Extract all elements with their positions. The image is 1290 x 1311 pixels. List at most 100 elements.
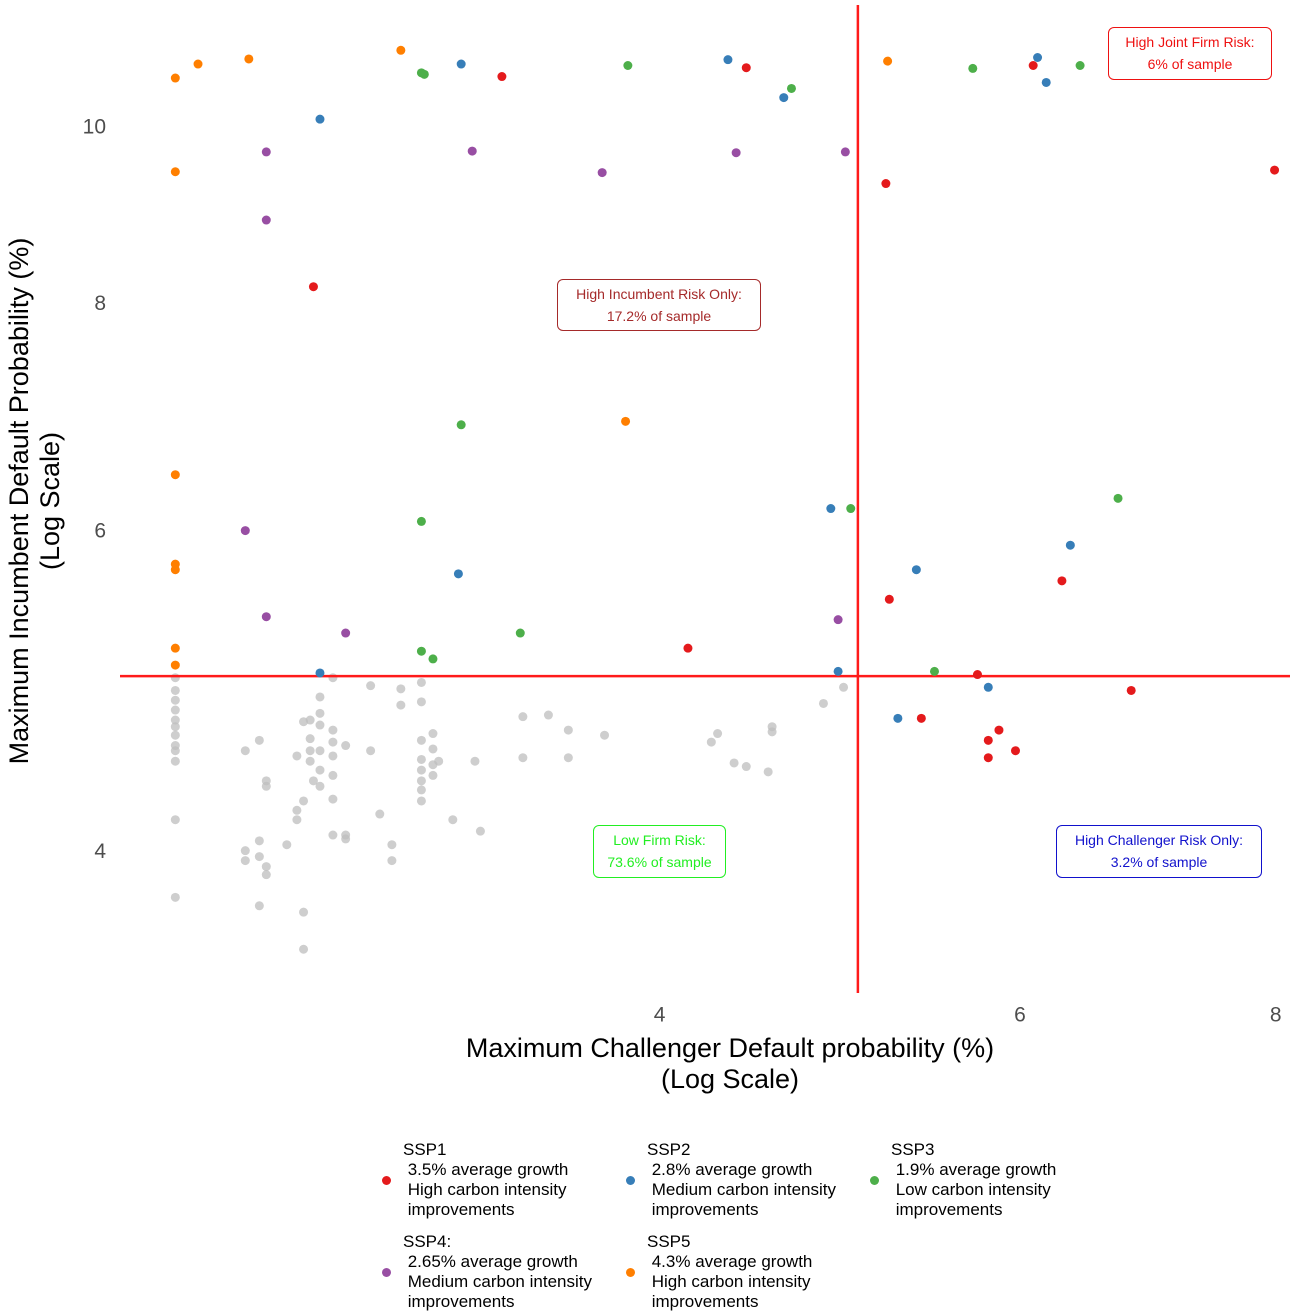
point — [341, 741, 351, 751]
legend-key — [870, 1175, 879, 1185]
y-tick-label: 4 — [94, 840, 106, 863]
point — [328, 770, 338, 780]
point — [261, 781, 271, 791]
legend-label: SSP2 2.8% average growth Medium carbon i… — [647, 1140, 836, 1219]
point — [308, 776, 318, 786]
point — [840, 147, 850, 157]
point — [240, 846, 250, 856]
point — [328, 794, 338, 804]
point — [1126, 685, 1136, 695]
y-tick-label: 6 — [94, 519, 106, 542]
point — [428, 770, 438, 780]
legend-key — [382, 1175, 391, 1185]
point — [282, 840, 292, 850]
point — [315, 765, 325, 775]
point — [170, 746, 180, 756]
point — [315, 692, 325, 702]
point — [315, 746, 325, 756]
point — [741, 63, 751, 73]
point — [375, 809, 385, 819]
point — [563, 753, 573, 763]
point — [170, 73, 180, 83]
point — [416, 677, 426, 687]
point — [518, 712, 528, 722]
point — [515, 628, 525, 638]
y-tick-label: 8 — [94, 292, 106, 315]
point — [315, 114, 325, 124]
point — [1033, 52, 1043, 62]
x-tick-label: 8 — [1270, 1004, 1282, 1027]
point — [387, 840, 397, 850]
point — [623, 60, 633, 70]
legend-label: SSP5 4.3% average growth High carbon int… — [647, 1232, 813, 1311]
point — [305, 746, 315, 756]
point — [261, 862, 271, 872]
point — [972, 670, 982, 680]
annotation: Low Firm Risk: 73.6% of sample — [593, 825, 726, 878]
legend-key — [626, 1267, 635, 1277]
legend-key — [382, 1267, 391, 1277]
point — [968, 63, 978, 73]
point — [600, 730, 610, 740]
point — [299, 944, 309, 954]
point — [299, 717, 309, 727]
point — [416, 735, 426, 745]
point — [292, 751, 302, 761]
point — [881, 179, 891, 189]
point — [328, 830, 338, 840]
point — [396, 700, 406, 710]
point — [883, 56, 893, 66]
point — [244, 54, 254, 64]
point — [994, 725, 1004, 735]
point — [786, 83, 796, 93]
point — [731, 148, 741, 158]
point — [170, 730, 180, 740]
legend-item: SSP5 4.3% average growth High carbon int… — [626, 1232, 812, 1311]
annotation: High Challenger Risk Only: 3.2% of sampl… — [1056, 825, 1262, 878]
point — [341, 628, 351, 638]
point — [366, 746, 376, 756]
point — [170, 660, 180, 670]
point — [240, 746, 250, 756]
point — [170, 695, 180, 705]
y-tick-label: 10 — [83, 115, 106, 138]
point — [315, 720, 325, 730]
point — [1113, 493, 1123, 503]
point — [911, 565, 921, 575]
point — [1065, 540, 1075, 550]
point — [597, 168, 607, 178]
point — [428, 744, 438, 754]
point — [416, 765, 426, 775]
point — [396, 45, 406, 55]
point — [1075, 60, 1085, 70]
point — [741, 762, 751, 772]
point — [292, 815, 302, 825]
point — [1057, 576, 1067, 586]
point — [456, 59, 466, 69]
x-tick-label: 6 — [1014, 1004, 1026, 1027]
point — [983, 735, 993, 745]
point — [170, 565, 180, 575]
point — [193, 59, 203, 69]
point — [396, 684, 406, 694]
point — [833, 615, 843, 625]
point — [254, 836, 264, 846]
point — [328, 751, 338, 761]
legend-key — [626, 1175, 635, 1185]
point — [170, 643, 180, 653]
point — [170, 756, 180, 766]
point — [563, 725, 573, 735]
point — [818, 698, 828, 708]
point — [518, 753, 528, 763]
point — [453, 569, 463, 579]
point — [261, 215, 271, 225]
point — [497, 72, 507, 82]
legend-item: SSP2 2.8% average growth Medium carbon i… — [626, 1140, 836, 1220]
point — [929, 666, 939, 676]
point — [240, 856, 250, 866]
point — [456, 420, 466, 430]
point — [292, 805, 302, 815]
point — [261, 870, 271, 880]
point — [416, 646, 426, 656]
